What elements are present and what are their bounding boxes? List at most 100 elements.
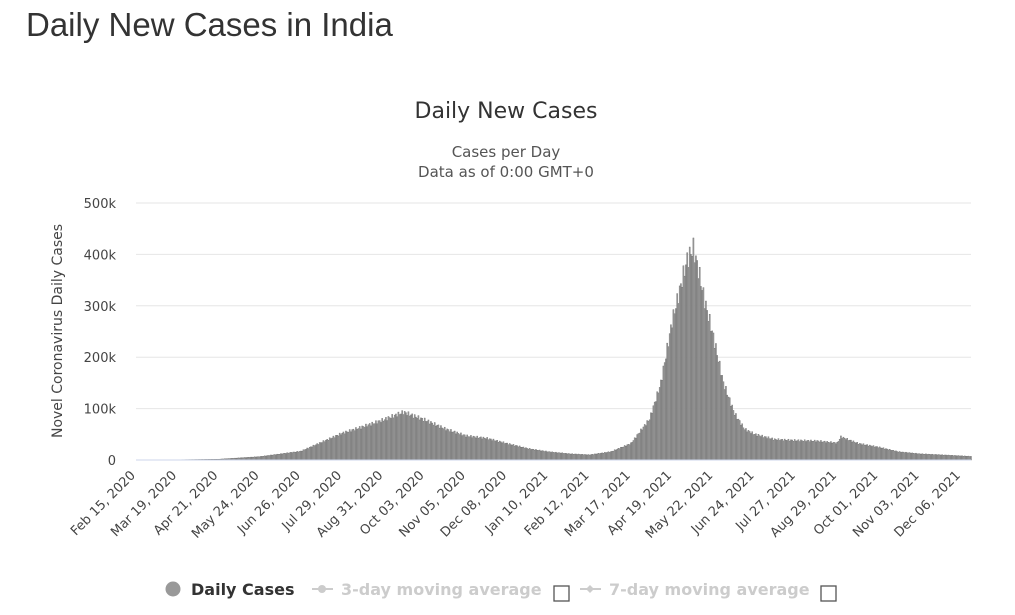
- bar: [653, 401, 656, 461]
- bar: [610, 451, 612, 461]
- bar: [720, 375, 722, 461]
- bar: [435, 425, 437, 461]
- bar: [660, 379, 662, 461]
- bar: [630, 442, 632, 461]
- bar: [676, 293, 678, 461]
- bar: [678, 285, 681, 461]
- bar: [605, 452, 607, 461]
- bar: [558, 452, 561, 461]
- bar: [561, 452, 563, 461]
- bar: [757, 434, 760, 461]
- bar: [840, 435, 842, 461]
- bar: [460, 432, 462, 461]
- bar: [292, 451, 295, 461]
- bar: [451, 431, 453, 461]
- bar: [663, 362, 666, 461]
- bar: [955, 455, 957, 461]
- bar: [266, 455, 268, 461]
- bar: [478, 437, 481, 461]
- bar: [471, 437, 473, 461]
- bar: [928, 454, 931, 461]
- bar: [367, 424, 370, 461]
- bar: [566, 453, 568, 461]
- bar: [691, 256, 693, 461]
- legend-7-day-avg-checkbox[interactable]: [820, 585, 837, 602]
- bar: [905, 451, 907, 461]
- bar: [820, 440, 822, 461]
- bar: [521, 447, 523, 461]
- bar: [772, 439, 775, 461]
- bar: [611, 450, 613, 461]
- bar: [613, 449, 616, 461]
- bar: [918, 453, 921, 461]
- bar: [327, 440, 330, 461]
- bar: [520, 447, 522, 461]
- bar: [571, 453, 573, 461]
- legend-7-day-avg[interactable]: 7-day moving average: [580, 580, 810, 599]
- bar: [891, 450, 893, 461]
- bar: [760, 436, 762, 461]
- bar: [926, 454, 928, 461]
- bar: [708, 314, 711, 461]
- bar: [523, 448, 526, 461]
- bar: [330, 438, 332, 461]
- bar: [707, 321, 710, 461]
- bar: [830, 441, 832, 461]
- bar: [690, 254, 692, 461]
- bar: [300, 450, 302, 461]
- bar: [278, 454, 281, 461]
- legend-daily-cases-label: Daily Cases: [191, 580, 294, 599]
- bar: [913, 453, 916, 461]
- bar: [682, 265, 685, 461]
- bar: [457, 433, 460, 461]
- bar: [485, 438, 487, 461]
- bar: [405, 412, 407, 461]
- bar: [640, 428, 642, 461]
- bar: [468, 436, 471, 461]
- bar: [555, 451, 557, 461]
- bar: [803, 439, 806, 461]
- bar: [385, 417, 387, 461]
- bar: [752, 434, 755, 461]
- bar: [615, 449, 617, 461]
- bar: [426, 421, 428, 461]
- bar: [370, 425, 372, 461]
- bar: [290, 452, 292, 461]
- bar: [715, 343, 717, 461]
- bar: [751, 431, 753, 461]
- bar: [813, 439, 816, 461]
- bar: [816, 440, 818, 461]
- bar: [260, 456, 262, 461]
- bar: [283, 453, 286, 461]
- bar: [486, 437, 488, 461]
- bar: [427, 419, 430, 461]
- bar: [701, 290, 703, 461]
- legend-3-day-avg-checkbox[interactable]: [553, 585, 570, 602]
- bar: [618, 448, 621, 461]
- bar: [467, 436, 470, 461]
- bar: [745, 428, 747, 461]
- bar: [892, 450, 895, 461]
- legend-daily-cases[interactable]: Daily Cases: [165, 580, 295, 599]
- bar: [647, 420, 650, 461]
- bar: [442, 428, 445, 461]
- legend-3-day-avg[interactable]: 3-day moving average: [312, 580, 542, 599]
- bar: [711, 330, 713, 461]
- bar: [645, 425, 647, 461]
- legend-daily-cases-marker: [165, 581, 181, 597]
- bar: [622, 446, 625, 461]
- bar: [906, 452, 908, 461]
- bar: [716, 355, 718, 461]
- bar: [587, 454, 590, 461]
- bar: [621, 447, 623, 461]
- bar: [781, 438, 783, 461]
- bar: [737, 418, 740, 461]
- bar: [470, 435, 472, 461]
- bar: [272, 454, 275, 461]
- bar: [953, 455, 956, 461]
- bar: [733, 415, 736, 461]
- bar: [276, 453, 278, 461]
- bar: [368, 423, 371, 461]
- bar: [777, 438, 780, 461]
- legend-7-day-avg-label: 7-day moving average: [609, 580, 810, 599]
